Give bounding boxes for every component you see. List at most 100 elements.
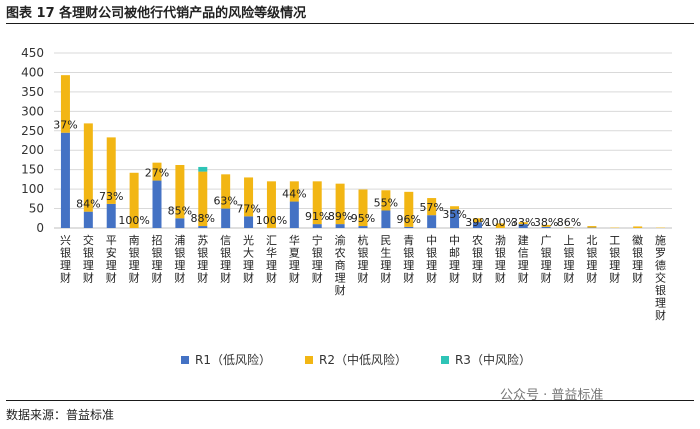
bar-segment (312, 181, 322, 225)
bar-segment (312, 224, 322, 228)
bar-segment (404, 226, 414, 228)
data-label: 95% (351, 212, 375, 225)
data-label: 44% (282, 188, 306, 201)
source-note: 数据来源：普益标准 (6, 408, 115, 422)
bar-segment (152, 162, 162, 181)
x-tick-label: 徽银理财 (632, 233, 643, 285)
bar-segment (60, 132, 70, 228)
bar-segment (289, 201, 299, 228)
x-tick-label: 招银理财 (152, 233, 163, 285)
bar-segment (106, 137, 116, 204)
bar-segment (244, 216, 254, 228)
data-label: 88% (191, 212, 215, 225)
x-tick-label: 兴银理财 (60, 234, 71, 285)
bar-segment (495, 223, 505, 228)
legend-swatch (304, 355, 313, 364)
bar-segment (335, 183, 345, 225)
data-label: 77% (236, 202, 260, 215)
x-tick-label: 广银理财 (541, 234, 552, 285)
bar-segment (335, 224, 345, 228)
bar-segment (358, 189, 368, 227)
bar-segment (106, 203, 116, 228)
y-tick-label: 0 (36, 221, 44, 235)
chart-legend: R1（低风险） R2（中低风险） R3（中风险） (181, 351, 531, 368)
legend-item: R2（中低风险） (304, 351, 407, 368)
data-label: 86% (557, 216, 581, 229)
x-tick-label: 青银理财 (403, 234, 414, 285)
data-label: 57% (419, 201, 443, 214)
legend-label: R1（低风险） (195, 353, 271, 367)
bar-segment (381, 190, 391, 211)
bar-segment (266, 181, 276, 228)
x-tick-label: 上银理财 (564, 234, 575, 285)
bar-segment (518, 222, 528, 225)
data-label: 55% (374, 197, 398, 210)
bar-segment (221, 174, 231, 209)
data-label: 85% (168, 204, 192, 217)
y-tick-label: 100 (21, 182, 44, 196)
y-tick-label: 400 (21, 65, 44, 79)
bar-segment (450, 206, 460, 210)
data-label: 37% (53, 119, 77, 132)
bar-segment (381, 210, 391, 228)
x-tick-label: 建信理财 (518, 233, 529, 285)
x-tick-label: 信银理财 (220, 234, 231, 285)
legend-item: R3（中风险） (440, 351, 531, 368)
data-label: 38% (534, 216, 558, 229)
bar-segment (289, 181, 299, 202)
x-tick-label: 平安理财 (106, 234, 117, 285)
bar-segment (198, 226, 208, 228)
bar-segment (152, 180, 162, 228)
data-label: 33% (511, 216, 535, 229)
x-tick-label: 苏银理财 (197, 234, 208, 285)
x-tick-label: 中银理财 (426, 234, 437, 285)
data-label: 84% (76, 198, 100, 211)
legend-label: R2（中低风险） (318, 353, 407, 367)
x-tick-label: 施罗德交银理财 (655, 234, 666, 322)
x-tick-label: 渤银理财 (495, 234, 506, 285)
data-label: 96% (397, 213, 421, 226)
x-tick-label: 杭银理财 (358, 233, 369, 285)
legend-label: R3（中风险） (454, 353, 531, 367)
bar-segment (198, 171, 208, 227)
x-tick-label: 民生理财 (380, 234, 391, 285)
data-label: 73% (99, 190, 123, 203)
x-tick-label: 交银理财 (83, 233, 94, 285)
x-tick-label: 中邮理财 (449, 234, 460, 285)
bar-segment (244, 177, 254, 217)
bar-segment (541, 226, 551, 228)
x-tick-label: 汇华理财 (266, 234, 277, 285)
x-tick-label: 浦银理财 (174, 234, 185, 285)
bar-segment (175, 165, 185, 219)
data-label: 100% (118, 214, 149, 227)
footer-divider (6, 400, 694, 401)
legend-item: R1（低风险） (181, 351, 271, 368)
y-tick-label: 50 (29, 202, 44, 216)
y-tick-label: 300 (21, 104, 44, 118)
data-label: 91% (305, 210, 329, 223)
bar-segment (83, 211, 93, 228)
watermark: 公众号 · 普益标准 (500, 388, 604, 403)
bar-segment (518, 224, 528, 228)
data-label: 39% (465, 216, 489, 229)
y-tick-label: 200 (21, 143, 44, 157)
legend-swatch (440, 355, 449, 364)
x-tick-label: 农银理财 (472, 233, 483, 285)
y-tick-label: 150 (21, 163, 44, 177)
data-label: 27% (145, 167, 169, 180)
x-tick-label: 工银理财 (609, 234, 620, 285)
data-label: 100% (256, 214, 287, 227)
bar-segment (83, 123, 93, 212)
legend-swatch (181, 355, 189, 364)
data-label: 100% (485, 216, 516, 229)
bar-segment (404, 191, 414, 227)
y-tick-label: 350 (21, 85, 44, 99)
data-label: 89% (328, 210, 352, 223)
x-tick-label: 南银理财 (129, 234, 140, 285)
bar-segment (60, 75, 70, 133)
bar-segment (427, 198, 437, 216)
y-tick-label: 450 (21, 46, 44, 60)
bar-segment (129, 172, 139, 228)
title-divider (6, 23, 694, 24)
x-tick-label: 渝农商理财 (335, 233, 346, 297)
